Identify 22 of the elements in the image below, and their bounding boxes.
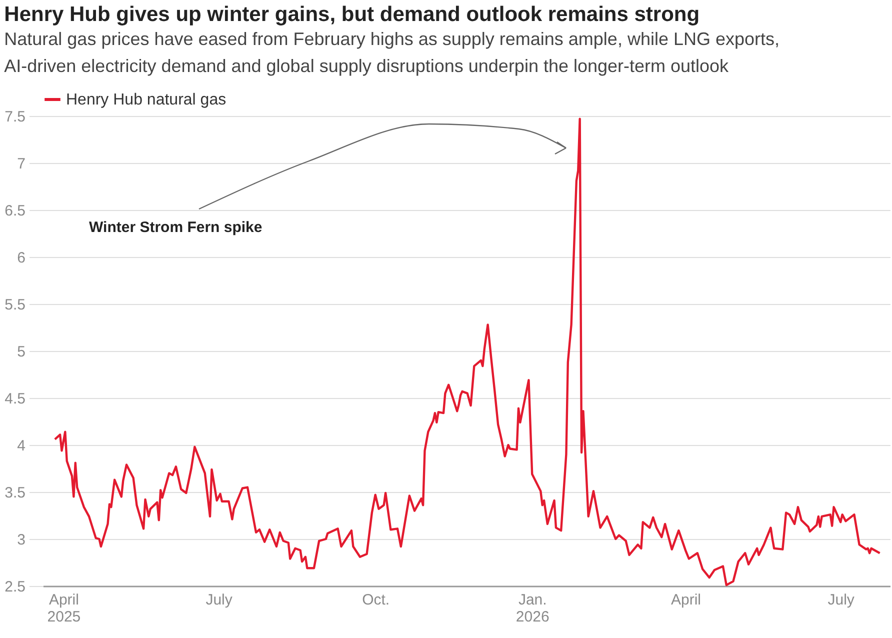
- y-tick-label: 6: [17, 250, 26, 266]
- y-tick-label: 2.5: [4, 578, 26, 596]
- chart-subtitle: Natural gas prices have eased from February highs as supply remains ample, while LNG exports, AI-driven electricity demand and global supply disruptions underpin the longer-term outlook: [4, 29, 780, 76]
- annotation: Winter Strom Fern spike: [89, 219, 262, 236]
- y-tick-label: 3.5: [4, 484, 26, 502]
- y-tick-label: 7.5: [4, 108, 26, 126]
- x-tick-label: April: [670, 592, 701, 608]
- y-tick-label: 6.5: [4, 202, 26, 220]
- x-tick-label: July: [206, 592, 233, 608]
- x-tick-label: Oct.: [362, 592, 390, 608]
- x-tick-label: July: [828, 592, 855, 608]
- chart-title: Henry Hub gives up winter gains, but demand outlook remains strong: [4, 3, 700, 26]
- x-tick-label: Jan. 2026: [516, 592, 550, 626]
- y-tick-label: 5: [17, 344, 26, 360]
- legend-label: Henry Hub natural gas: [66, 92, 226, 108]
- y-tick-label: 3: [17, 532, 26, 548]
- y-tick-label: 5.5: [4, 296, 26, 314]
- y-tick-label: 4: [17, 438, 26, 454]
- y-tick-label: 4.5: [4, 390, 26, 408]
- x-tick-label: April 2025: [47, 592, 81, 626]
- y-tick-label: 7: [17, 156, 26, 172]
- line-series: [54, 118, 881, 586]
